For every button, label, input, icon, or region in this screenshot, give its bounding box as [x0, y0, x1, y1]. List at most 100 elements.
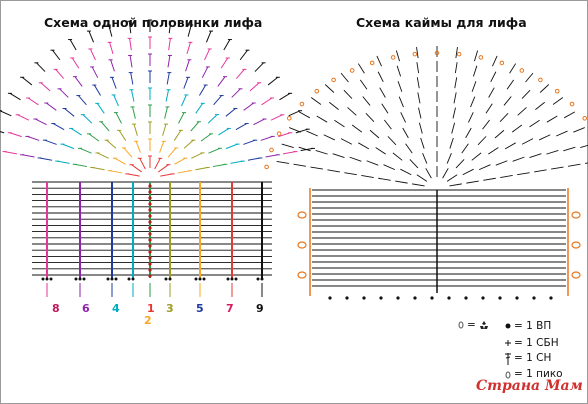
- side-picot: [571, 241, 581, 249]
- fan-stitch: [247, 157, 261, 161]
- fan-stitch: [130, 72, 134, 85]
- fan-stitch: [88, 30, 95, 43]
- column-number-8: 8: [52, 302, 60, 315]
- fan-stitch: [0, 131, 5, 134]
- fan-stitch: [131, 164, 142, 173]
- fan-stitch: [129, 55, 133, 68]
- fan-stitch: [79, 147, 92, 154]
- fan-stitch: [506, 79, 515, 90]
- fan-stitch: [377, 71, 384, 83]
- legend-symbols: [458, 321, 511, 379]
- fan-stitch: [361, 175, 374, 178]
- fan-stitch: [465, 127, 472, 139]
- legend-picot: = 1 пико: [514, 368, 563, 380]
- fan-stitch: [97, 152, 109, 159]
- fan-stitch: [546, 115, 558, 123]
- base-chain-dot: [396, 296, 400, 300]
- fan-stitch: [383, 164, 396, 171]
- fan-stitch: [261, 97, 273, 106]
- chain-stitch-icon: [505, 323, 511, 329]
- center-chain-dot: [148, 262, 152, 266]
- fan-stitch: [27, 135, 40, 141]
- fan-stitch: [295, 128, 308, 134]
- fan-stitch: [92, 167, 105, 171]
- border-picot: [519, 68, 525, 73]
- fan-stitch: [254, 62, 264, 72]
- base-chain-dot: [168, 277, 172, 281]
- fan-stitch: [270, 114, 283, 121]
- fan-stitch: [109, 42, 114, 55]
- fan-stitch: [343, 89, 353, 99]
- fan-stitch: [573, 127, 585, 133]
- border-picot: [269, 147, 274, 153]
- fan-stitch: [135, 141, 141, 153]
- fan-stitch: [556, 130, 568, 137]
- column-number-9: 9: [256, 302, 264, 315]
- border-picot: [538, 77, 543, 83]
- base-chain-dot: [106, 277, 110, 281]
- fan-stitch: [239, 49, 248, 61]
- fan-stitch: [132, 106, 136, 119]
- double-crochet-icon: [505, 353, 511, 365]
- base-chain-dot: [41, 277, 45, 281]
- fan-stitch: [93, 84, 102, 96]
- column-number-7: 7: [226, 302, 234, 315]
- fan-stitch: [186, 42, 191, 55]
- fan-stitch: [109, 170, 123, 174]
- base-chain-dot: [328, 296, 332, 300]
- fan-stitch: [392, 152, 403, 161]
- base-chain-dot: [202, 277, 206, 281]
- fan-stitch: [511, 124, 523, 133]
- base-chain-dot: [362, 296, 366, 300]
- fan-stitch: [495, 160, 508, 166]
- fan-stitch: [106, 139, 117, 149]
- center-chain-dot: [148, 250, 152, 254]
- border-picot: [314, 88, 320, 94]
- fan-stitch: [249, 82, 260, 92]
- fan-stitch: [538, 134, 551, 141]
- fan-stitch: [485, 103, 493, 114]
- right-diagram-title: Схема каймы для лифа: [356, 15, 527, 30]
- fan-stitch: [168, 21, 172, 34]
- fan-stitch: [509, 63, 517, 74]
- fan-stitch: [174, 157, 186, 165]
- fan-stitch: [310, 166, 323, 170]
- fan-stitch: [55, 69, 65, 79]
- base-chain-dot: [226, 277, 230, 281]
- fan-stitch: [398, 96, 404, 108]
- fan-stitch: [521, 89, 531, 99]
- base-chain-dot: [430, 296, 434, 300]
- border-picot: [478, 55, 484, 60]
- fan-stitch: [474, 50, 479, 62]
- fan-stitch: [396, 65, 402, 77]
- fan-stitch: [369, 129, 380, 139]
- fan-stitch: [375, 147, 386, 155]
- base-chain-dot: [194, 277, 198, 281]
- fan-stitch: [552, 97, 564, 105]
- fan-stitch: [446, 153, 452, 164]
- base-chain-dot: [549, 296, 553, 300]
- fan-stitch: [159, 141, 165, 153]
- fan-stitch: [416, 47, 419, 59]
- fan-stitch: [130, 89, 135, 102]
- fan-stitch: [500, 175, 513, 178]
- side-picot: [297, 241, 307, 249]
- border-picot: [390, 55, 396, 60]
- border-picot: [456, 51, 462, 57]
- fan-stitch: [512, 156, 525, 162]
- fan-stitch: [366, 160, 379, 166]
- base-chain-dot: [198, 277, 202, 281]
- fan-stitch: [70, 127, 82, 136]
- fan-stitch: [332, 153, 345, 159]
- fan-stitch: [482, 119, 491, 130]
- center-chain-dot: [148, 238, 152, 242]
- fan-stitch: [35, 118, 47, 126]
- center-chain-dot: [148, 274, 152, 278]
- fan-stitch: [52, 49, 61, 61]
- fan-stitch: [39, 157, 53, 161]
- fan-stitch: [127, 173, 140, 177]
- fan-stitch: [88, 133, 100, 142]
- fan-stitch: [362, 96, 371, 106]
- fan-stitch: [69, 39, 77, 51]
